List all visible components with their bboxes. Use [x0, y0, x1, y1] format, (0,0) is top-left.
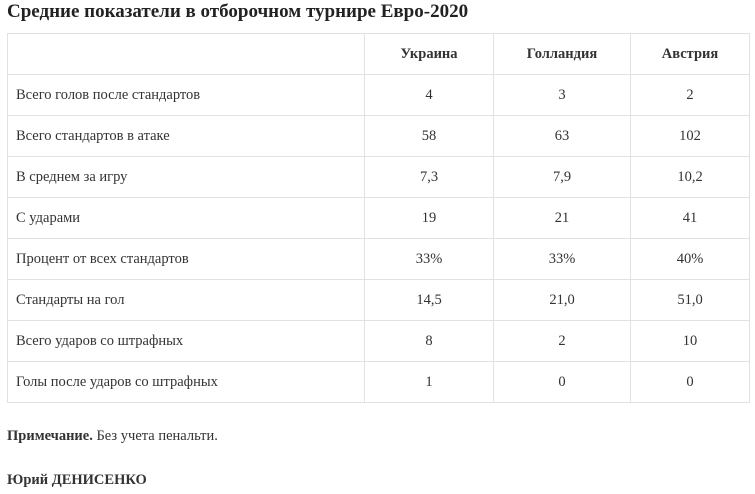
- cell-value: 3: [493, 74, 631, 116]
- cell-value: 51,0: [630, 279, 750, 321]
- table-row: Голы после ударов со штрафных 1 0 0: [7, 361, 750, 403]
- table-row: Всего ударов со штрафных 8 2 10: [7, 320, 750, 362]
- row-label: Голы после ударов со штрафных: [7, 361, 365, 403]
- page-title: Средние показатели в отборочном турнире …: [7, 1, 469, 22]
- note: Примечание. Без учета пенальти.: [7, 428, 218, 445]
- row-label: Всего голов после стандартов: [7, 74, 365, 116]
- note-text: Без учета пенальти.: [92, 428, 218, 444]
- cell-value: 7,3: [364, 156, 494, 198]
- header-empty: [7, 33, 365, 75]
- cell-value: 102: [630, 115, 750, 157]
- stats-table: Украина Голландия Австрия Всего голов по…: [7, 33, 750, 403]
- cell-value: 40%: [630, 238, 750, 280]
- row-label: С ударами: [7, 197, 365, 239]
- cell-value: 1: [364, 361, 494, 403]
- cell-value: 10,2: [630, 156, 750, 198]
- cell-value: 0: [630, 361, 750, 403]
- cell-value: 19: [364, 197, 494, 239]
- cell-value: 58: [364, 115, 494, 157]
- table-row: Стандарты на гол 14,5 21,0 51,0: [7, 279, 750, 321]
- cell-value: 21: [493, 197, 631, 239]
- cell-value: 21,0: [493, 279, 631, 321]
- cell-value: 14,5: [364, 279, 494, 321]
- cell-value: 41: [630, 197, 750, 239]
- cell-value: 0: [493, 361, 631, 403]
- cell-value: 33%: [493, 238, 631, 280]
- row-label: В среднем за игру: [7, 156, 365, 198]
- cell-value: 8: [364, 320, 494, 362]
- header-ukraine: Украина: [364, 33, 494, 75]
- author: Юрий ДЕНИСЕНКО: [7, 472, 147, 488]
- cell-value: 63: [493, 115, 631, 157]
- note-label: Примечание.: [7, 428, 93, 444]
- cell-value: 2: [630, 74, 750, 116]
- header-netherlands: Голландия: [493, 33, 631, 75]
- row-label: Процент от всех стандартов: [7, 238, 365, 280]
- cell-value: 2: [493, 320, 631, 362]
- cell-value: 10: [630, 320, 750, 362]
- cell-value: 7,9: [493, 156, 631, 198]
- table-row: Всего стандартов в атаке 58 63 102: [7, 115, 750, 157]
- header-austria: Австрия: [630, 33, 750, 75]
- table-row: Процент от всех стандартов 33% 33% 40%: [7, 238, 750, 280]
- row-label: Стандарты на гол: [7, 279, 365, 321]
- table-row: С ударами 19 21 41: [7, 197, 750, 239]
- table-row: В среднем за игру 7,3 7,9 10,2: [7, 156, 750, 198]
- table-row: Всего голов после стандартов 4 3 2: [7, 74, 750, 116]
- cell-value: 4: [364, 74, 494, 116]
- row-label: Всего стандартов в атаке: [7, 115, 365, 157]
- table-header-row: Украина Голландия Австрия: [7, 33, 750, 75]
- cell-value: 33%: [364, 238, 494, 280]
- row-label: Всего ударов со штрафных: [7, 320, 365, 362]
